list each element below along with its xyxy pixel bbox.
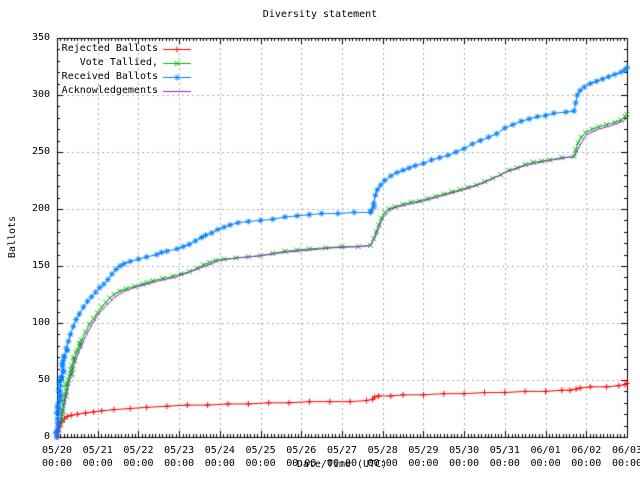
legend-item-rejected-ballots: Rejected Ballots: [61, 43, 158, 54]
x-tick-label: 05/23 00:00: [164, 445, 195, 469]
x-tick-label: 05/20 00:00: [41, 445, 73, 469]
x-tick-label: 05/24 00:00: [204, 445, 235, 469]
x-tick-label: 06/01 00:00: [530, 445, 561, 469]
y-tick-label: 100: [31, 317, 50, 328]
y-tick-label: 0: [43, 431, 50, 442]
x-tick-label: 06/02 00:00: [571, 445, 602, 469]
x-axis-label: Date/Time (UTC): [296, 459, 388, 470]
x-tick-label: 06/03 00:00: [611, 445, 640, 469]
x-tick-label: 05/28 00:00: [367, 445, 398, 469]
y-tick-label: 50: [37, 374, 50, 385]
x-tick-label: 05/31 00:00: [489, 445, 520, 469]
legend-item-acknowledgements: Acknowledgements: [61, 85, 158, 96]
y-tick-label: 250: [31, 146, 50, 157]
x-tick-label: 05/29 00:00: [408, 445, 439, 469]
y-tick-label: 350: [31, 32, 50, 43]
legend-item-vote-tallied: Vote Tallied,: [79, 57, 158, 68]
x-tick-label: 05/22 00:00: [123, 445, 154, 469]
y-tick-label: 150: [31, 260, 50, 271]
legend-item-received-ballots: Received Ballots: [61, 71, 158, 82]
chart-title: Diversity statement: [262, 9, 378, 20]
x-tick-label: 05/26 00:00: [286, 445, 317, 469]
x-tick-label: 05/21 00:00: [82, 445, 113, 469]
x-tick-label: 05/25 00:00: [245, 445, 276, 469]
y-tick-label: 300: [31, 89, 50, 100]
y-tick-label: 200: [31, 203, 50, 214]
x-tick-label: 05/30 00:00: [449, 445, 480, 469]
x-tick-label: 05/27 00:00: [326, 445, 358, 469]
